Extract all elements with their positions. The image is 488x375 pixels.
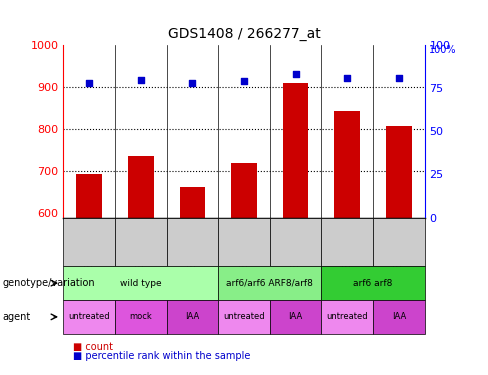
Bar — [334, 111, 360, 218]
Point — [292, 71, 300, 77]
Bar — [283, 83, 308, 218]
Bar — [180, 187, 205, 218]
Point — [137, 76, 145, 82]
Text: untreated: untreated — [326, 312, 368, 321]
Text: IAA: IAA — [392, 312, 406, 321]
Text: agent: agent — [2, 312, 31, 322]
Bar — [128, 156, 154, 218]
Bar — [231, 163, 257, 218]
Text: 100%: 100% — [429, 45, 457, 55]
Point — [395, 75, 403, 81]
Point — [188, 80, 196, 86]
Text: untreated: untreated — [223, 312, 265, 321]
Title: GDS1408 / 266277_at: GDS1408 / 266277_at — [167, 27, 321, 41]
Point — [85, 80, 93, 86]
Text: IAA: IAA — [288, 312, 303, 321]
Point — [343, 75, 351, 81]
Text: genotype/variation: genotype/variation — [2, 278, 95, 288]
Bar — [386, 126, 412, 218]
Text: ■ count: ■ count — [73, 342, 113, 352]
Point — [240, 78, 248, 84]
Text: wild type: wild type — [120, 279, 162, 288]
Text: arf6 arf8: arf6 arf8 — [353, 279, 393, 288]
Bar — [76, 174, 102, 217]
Text: ■ percentile rank within the sample: ■ percentile rank within the sample — [73, 351, 250, 361]
Text: untreated: untreated — [68, 312, 110, 321]
Text: arf6/arf6 ARF8/arf8: arf6/arf6 ARF8/arf8 — [226, 279, 313, 288]
Text: IAA: IAA — [185, 312, 200, 321]
Text: mock: mock — [129, 312, 152, 321]
